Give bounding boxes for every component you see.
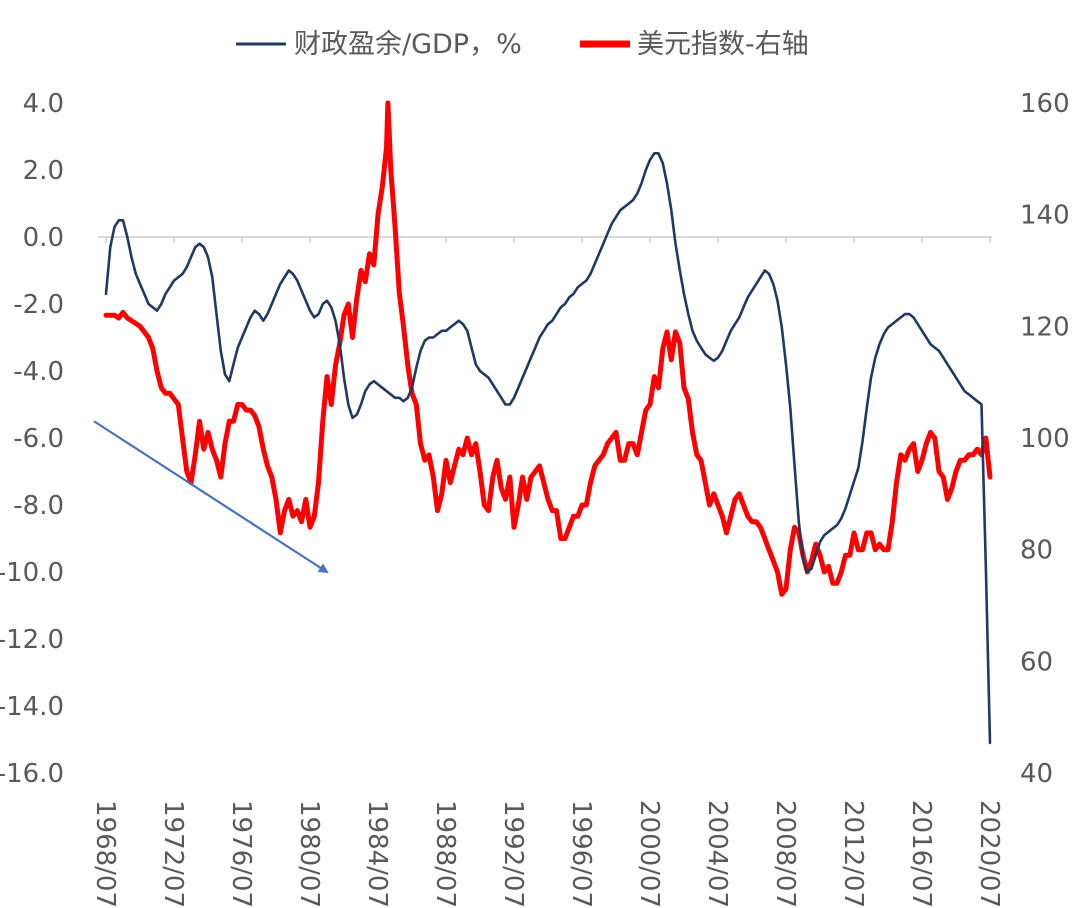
- x-tick-label: 1992/07: [498, 800, 528, 908]
- left-tick-label: 0.0: [23, 223, 64, 253]
- annotation-layer: [93, 420, 329, 574]
- x-tick-label: 2012/07: [838, 800, 868, 908]
- x-tick-label: 1980/07: [294, 800, 324, 908]
- legend-label-dollar-index: 美元指数-右轴: [637, 29, 809, 60]
- left-tick-label: -8.0: [13, 491, 64, 521]
- left-tick-label: 4.0: [23, 89, 64, 119]
- legend: 财政盈余/GDP，% 美元指数-右轴: [236, 29, 809, 60]
- x-tick-label: 2000/07: [634, 800, 664, 908]
- legend-item-dollar-index: 美元指数-右轴: [580, 29, 809, 60]
- right-tick-label: 100: [1020, 424, 1070, 454]
- left-y-axis-ticks: 4.0 2.0 0.0 -2.0 -4.0 -6.0 -8.0 -10.0 -12.0 -14.0…: [0, 89, 64, 789]
- right-tick-label: 80: [1020, 536, 1053, 566]
- series-layer: [103, 100, 993, 745]
- x-tick-label: 1996/07: [566, 800, 596, 908]
- left-tick-label: -12.0: [0, 625, 64, 655]
- trend-arrow: [93, 420, 329, 574]
- left-tick-label: 2.0: [23, 156, 64, 186]
- x-tick-label: 2004/07: [702, 800, 732, 908]
- x-tick-label: 1972/07: [158, 800, 188, 908]
- x-tick-label: 1968/07: [90, 800, 120, 908]
- right-tick-label: 120: [1020, 312, 1070, 342]
- x-tick-label: 2016/07: [906, 800, 936, 908]
- series-line-fiscal-surplus: [104, 152, 992, 745]
- left-tick-label: -16.0: [0, 759, 64, 789]
- left-tick-label: -14.0: [0, 692, 64, 722]
- x-tick-label: 1984/07: [362, 800, 392, 908]
- right-tick-label: 140: [1020, 201, 1070, 231]
- x-tick-label: 1976/07: [226, 800, 256, 908]
- left-tick-label: -4.0: [13, 357, 64, 387]
- left-tick-label: -10.0: [0, 558, 64, 588]
- right-tick-label: 160: [1020, 89, 1070, 119]
- legend-label-fiscal-surplus: 财政盈余/GDP，%: [294, 29, 522, 60]
- left-tick-label: -2.0: [13, 290, 64, 320]
- x-tick-label: 2008/07: [770, 800, 800, 908]
- x-tick-label: 2020/07: [974, 800, 1004, 908]
- x-tick-label: 1988/07: [430, 800, 460, 908]
- legend-item-fiscal-surplus: 财政盈余/GDP，%: [236, 29, 522, 60]
- right-tick-label: 60: [1020, 647, 1053, 677]
- series-line-dollar-index: [103, 100, 993, 597]
- left-tick-label: -6.0: [13, 424, 64, 454]
- right-y-axis-ticks: 160 140 120 100 80 60 40: [1020, 89, 1070, 789]
- x-axis-ticks: 1968/07 1972/07 1976/07 1980/07 1984/07 1988/…: [90, 237, 1004, 908]
- right-tick-label: 40: [1020, 759, 1053, 789]
